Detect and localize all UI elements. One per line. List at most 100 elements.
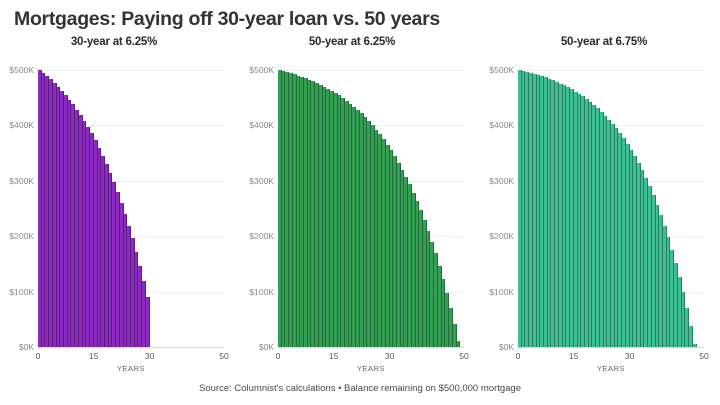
bar-slot xyxy=(71,70,76,347)
bar-slot xyxy=(93,70,98,347)
panel-subtitle: 50-year at 6.75% xyxy=(560,36,648,48)
bar-slot xyxy=(419,70,424,347)
bar xyxy=(278,70,282,347)
bar-slot xyxy=(322,70,327,347)
bar-fill xyxy=(397,162,401,347)
bar-fill xyxy=(367,121,371,347)
bar xyxy=(599,111,604,347)
bar-fill xyxy=(670,249,675,347)
bar-slot xyxy=(456,70,461,347)
bar-slot xyxy=(348,70,353,347)
bar xyxy=(370,125,375,347)
bar-slot xyxy=(304,70,308,347)
bar xyxy=(540,76,545,347)
source-note: Source: Columnist's calculations • Balan… xyxy=(199,383,521,394)
panel-50yr-675: 50-year at 6.75% $0K $100K $200K $300K $400K… xyxy=(480,36,720,376)
bar-fill xyxy=(315,82,319,347)
bar-fill xyxy=(289,73,293,347)
x-axis-tick-label: 15 xyxy=(89,351,99,361)
bar xyxy=(677,276,682,347)
bar-fill xyxy=(659,214,664,347)
y-axis-tick-label: $0K xyxy=(18,342,34,352)
bar-slot xyxy=(389,70,394,347)
bar-fill xyxy=(610,123,615,347)
bar-slot xyxy=(618,70,623,347)
bar-slot xyxy=(607,70,611,347)
x-axis-tick-label: 0 xyxy=(515,351,521,361)
y-axis-tick-label: $100K xyxy=(9,286,34,297)
bar-slot xyxy=(670,70,675,347)
y-axis-tick-label: $400K xyxy=(489,120,514,131)
bar-slot xyxy=(400,70,405,347)
bar-fill xyxy=(363,117,368,347)
bar-slot xyxy=(367,70,371,347)
x-axis-tick-label: 30 xyxy=(144,351,155,361)
bar xyxy=(544,77,548,347)
bar xyxy=(521,70,526,347)
bar xyxy=(71,104,76,347)
bar-slot xyxy=(101,70,105,347)
bar-slot xyxy=(130,70,135,347)
panel-30yr-625: 30-year at 6.25% $0K $100K $200K $300K $400K… xyxy=(0,36,240,376)
bar-slot xyxy=(75,70,79,347)
bar-slot xyxy=(67,70,72,347)
bar-fill xyxy=(521,70,526,347)
bar xyxy=(112,182,117,347)
bar xyxy=(685,308,690,347)
bar-fill xyxy=(445,293,450,347)
bar-fill xyxy=(423,220,427,347)
bar xyxy=(56,86,61,347)
bar-slot xyxy=(112,70,117,347)
bar xyxy=(430,241,435,347)
y-axis-tick-label: $500K xyxy=(9,65,34,75)
bar-slot xyxy=(452,70,457,347)
bar-slot xyxy=(123,70,128,347)
bar-fill xyxy=(536,74,541,347)
bar-slot xyxy=(352,70,357,347)
bar-slot xyxy=(307,70,312,347)
bar-fill xyxy=(101,155,105,347)
bar-slot xyxy=(525,70,530,347)
bar xyxy=(127,225,131,347)
bar-slot xyxy=(127,70,131,347)
bar-slot xyxy=(330,70,334,347)
bar xyxy=(45,76,50,347)
bar-fill xyxy=(588,101,593,347)
bar-slot xyxy=(592,70,597,347)
bar-fill xyxy=(71,104,76,347)
bar xyxy=(38,70,42,347)
bar-fill xyxy=(540,76,545,347)
bar xyxy=(285,72,290,347)
bar-fill xyxy=(603,115,608,347)
bar-slot xyxy=(573,70,578,347)
bar-fill xyxy=(145,297,150,347)
bar xyxy=(452,324,457,347)
bar-fill xyxy=(304,78,308,347)
bar-slot xyxy=(119,70,124,347)
bar-slot xyxy=(104,70,109,347)
bar xyxy=(449,308,453,347)
bar-slot xyxy=(60,70,65,347)
bar-fill xyxy=(119,202,124,347)
x-axis-tick-label: 0 xyxy=(35,351,41,361)
bar-slot xyxy=(378,70,383,347)
bar xyxy=(348,103,353,347)
bar xyxy=(116,192,120,347)
bar-fill xyxy=(584,99,589,347)
bar-fill xyxy=(281,70,286,347)
bar xyxy=(49,79,53,347)
bar xyxy=(637,163,641,347)
bar xyxy=(359,113,364,347)
bar xyxy=(633,156,637,347)
bar-slot xyxy=(426,70,431,347)
bar-slot xyxy=(651,70,656,347)
bar-fill xyxy=(415,201,420,347)
panel-subtitle: 30-year at 6.25% xyxy=(70,36,158,48)
bar-fill xyxy=(130,238,135,347)
bar xyxy=(86,126,91,347)
bar-fill xyxy=(681,292,686,347)
bar xyxy=(603,115,608,347)
bar xyxy=(666,237,671,347)
y-axis-tick-label: $300K xyxy=(9,175,34,186)
